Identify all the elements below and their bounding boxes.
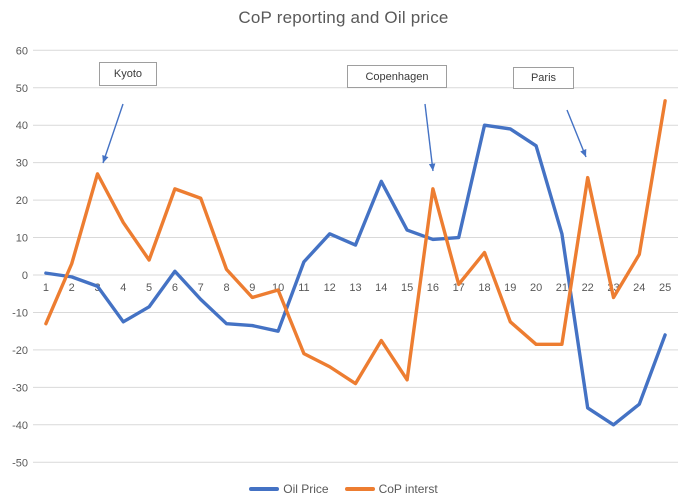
x-axis-tick-label: 14 — [375, 282, 387, 294]
y-axis-tick-label: 20 — [16, 195, 28, 207]
x-axis-tick-label: 7 — [198, 282, 204, 294]
x-axis-tick-label: 21 — [556, 282, 568, 294]
legend-item-oil-price[interactable]: Oil Price — [249, 482, 329, 496]
y-axis-tick-label: -50 — [12, 457, 28, 469]
legend-label-cop-interst: CoP interst — [378, 482, 438, 496]
legend-label-oil-price: Oil Price — [283, 482, 329, 496]
x-axis-tick-label: 2 — [69, 282, 75, 294]
x-axis-tick-label: 8 — [223, 282, 229, 294]
y-axis-tick-label: -10 — [12, 307, 28, 319]
y-axis-tick-label: 50 — [16, 83, 28, 95]
x-axis-tick-label: 22 — [582, 282, 594, 294]
x-axis-tick-label: 15 — [401, 282, 413, 294]
x-axis-tick-label: 4 — [120, 282, 126, 294]
legend: Oil Price CoP interst — [0, 482, 687, 496]
annotation-arrowhead-copenhagen — [428, 163, 436, 171]
annotation-kyoto[interactable]: Kyoto — [99, 62, 157, 86]
x-axis-tick-label: 11 — [298, 282, 309, 294]
x-axis-tick-label: 18 — [478, 282, 490, 294]
annotation-arrow-copenhagen[interactable] — [424, 103, 434, 172]
x-axis-tick-label: 17 — [453, 282, 465, 294]
x-axis-tick-label: 9 — [249, 282, 255, 294]
y-axis-tick-label: 30 — [16, 158, 28, 170]
x-axis-tick-label: 5 — [146, 282, 152, 294]
y-axis-tick-label: 60 — [16, 45, 28, 57]
y-axis-tick-label: 40 — [16, 120, 28, 132]
x-axis-tick-label: 12 — [324, 282, 336, 294]
annotation-arrowhead-paris — [580, 149, 587, 157]
chart-title: CoP reporting and Oil price — [238, 8, 449, 27]
y-axis-tick-label: -20 — [12, 345, 28, 357]
x-axis-tick-label: 1 — [43, 282, 49, 294]
annotation-paris[interactable]: Paris — [513, 67, 574, 89]
annotation-arrowhead-kyoto — [102, 155, 109, 163]
legend-item-cop-interst[interactable]: CoP interst — [344, 482, 438, 496]
y-axis-tick-label: -40 — [12, 420, 28, 432]
y-axis-tick-label: 0 — [22, 270, 28, 282]
cop-interst-line-swatch — [344, 487, 375, 491]
x-axis-tick-label: 16 — [427, 282, 439, 294]
x-axis-tick-label: 25 — [659, 282, 671, 294]
x-axis-tick-label: 13 — [349, 282, 361, 294]
series-line-oil-price[interactable] — [44, 123, 667, 427]
annotation-arrow-paris[interactable] — [566, 109, 587, 158]
x-axis-tick-label: 19 — [504, 282, 516, 294]
y-axis-tick-label: 10 — [16, 233, 28, 245]
series-line-cop-interst[interactable] — [44, 99, 667, 386]
x-axis-tick-label: 6 — [172, 282, 178, 294]
oil-price-line-swatch — [249, 487, 280, 491]
annotation-arrow-kyoto[interactable] — [102, 103, 124, 164]
x-axis-tick-label: 20 — [530, 282, 542, 294]
annotation-copenhagen[interactable]: Copenhagen — [347, 65, 447, 88]
y-axis-tick-label: -30 — [12, 382, 28, 394]
x-axis-tick-label: 24 — [633, 282, 645, 294]
